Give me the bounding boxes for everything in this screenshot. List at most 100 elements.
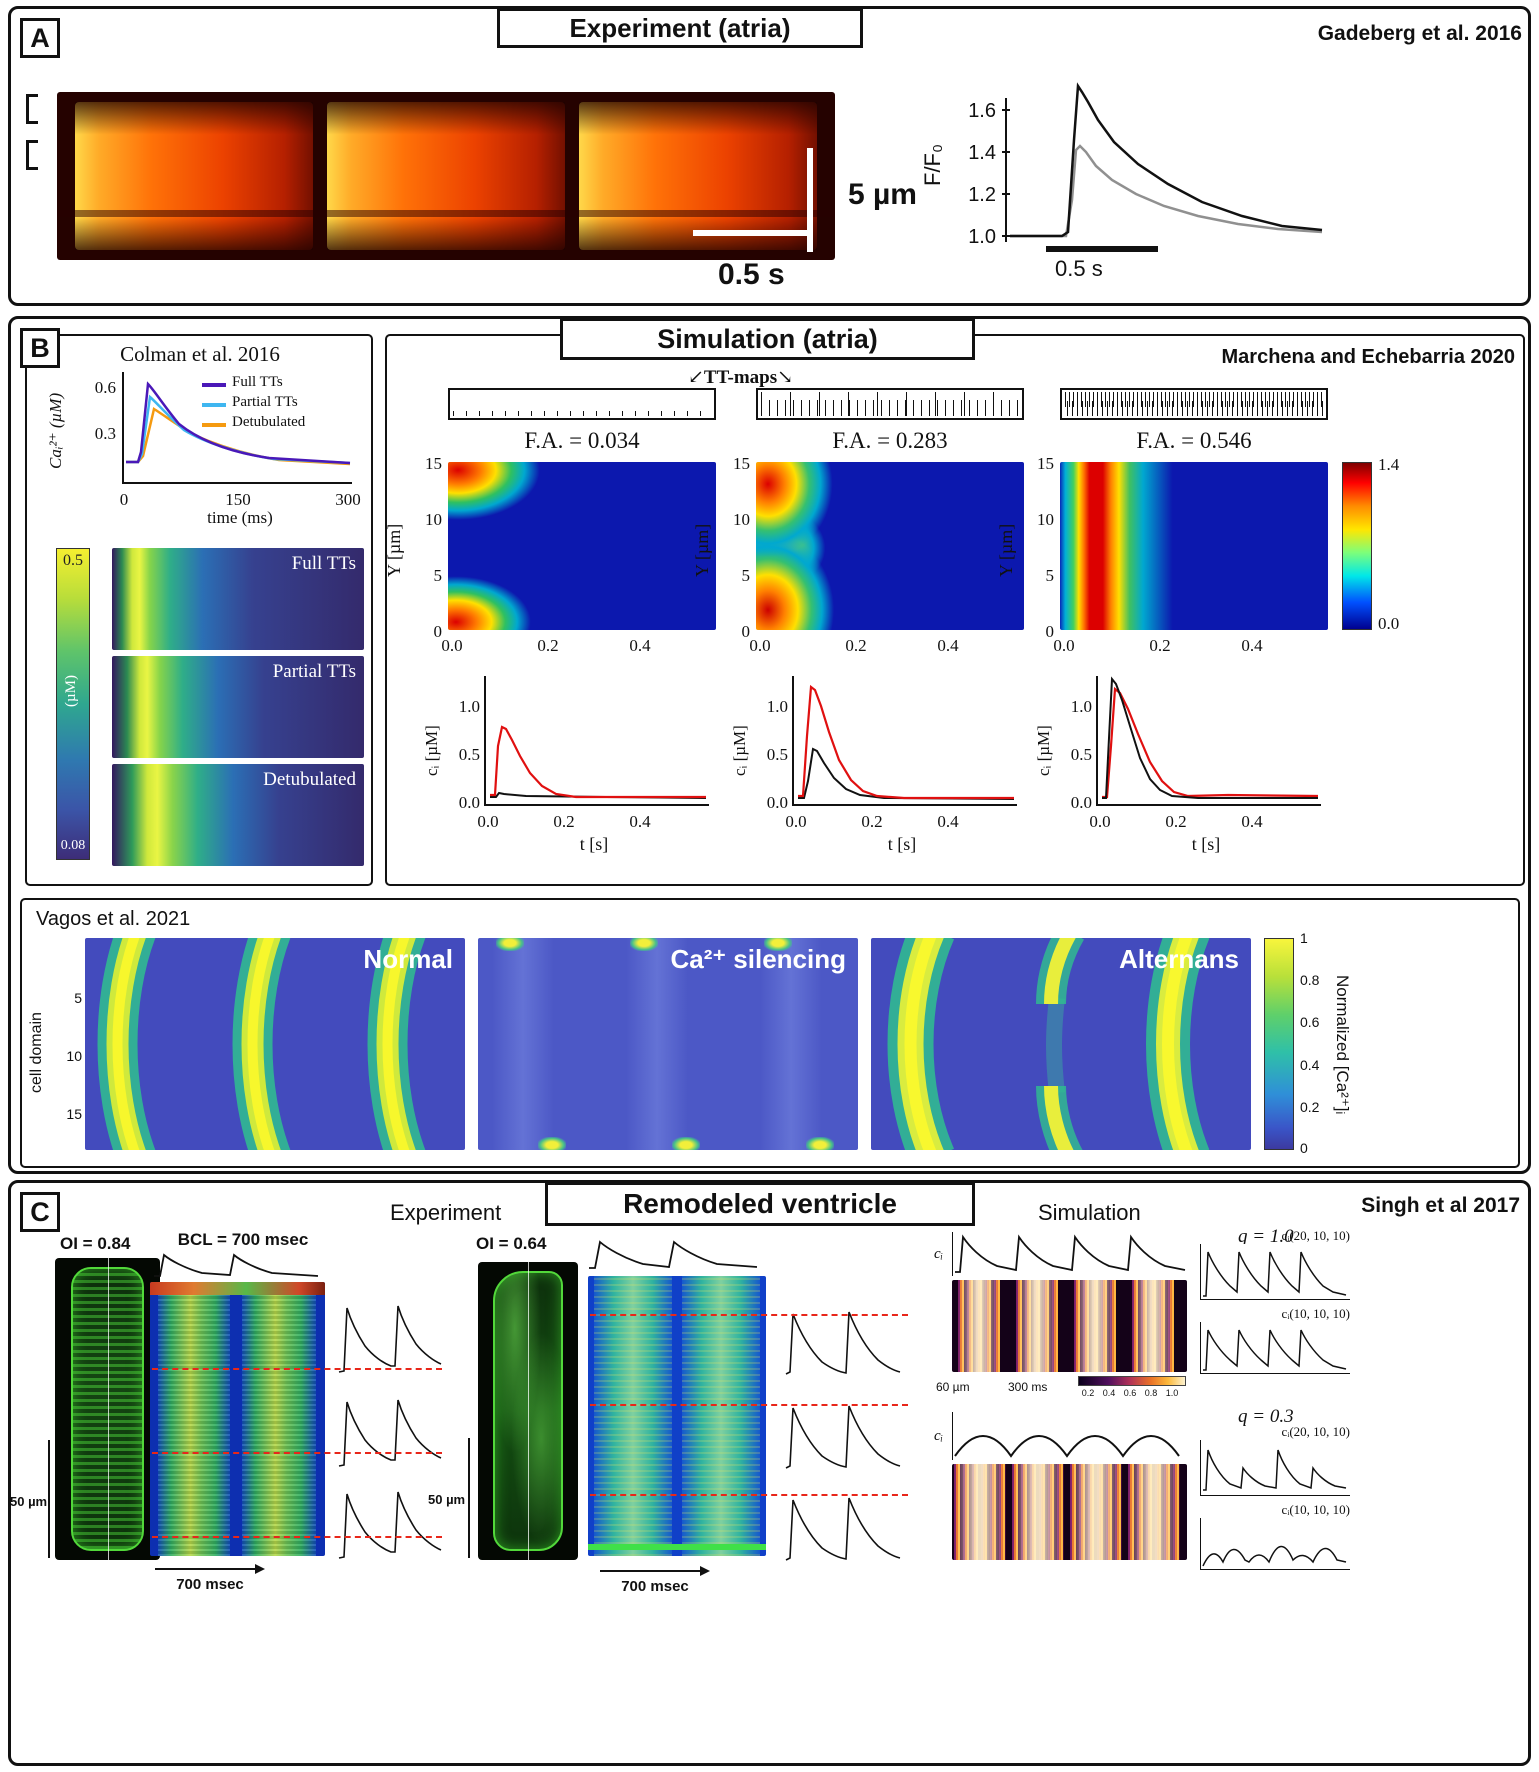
scale-60um: 60 µm bbox=[936, 1380, 970, 1394]
trace-ytick: 0.0 bbox=[1070, 793, 1092, 812]
scan-line bbox=[107, 1258, 109, 1560]
ci-label-2: cᵢ bbox=[934, 1428, 944, 1444]
fa-label-2: F.A. = 0.283 bbox=[832, 428, 948, 453]
streak-cluster bbox=[1128, 1464, 1180, 1560]
black-trace bbox=[1010, 82, 1323, 238]
sim-cbar-tick: 0.8 bbox=[1144, 1388, 1158, 1398]
mini-plot-q1-10 bbox=[1200, 1322, 1350, 1374]
ci-label-1: cᵢ bbox=[934, 1246, 944, 1262]
scalebar-horizontal bbox=[693, 230, 813, 236]
ffo-ytick: 1.4 bbox=[968, 142, 996, 164]
heatmap-xtick: 0.0 bbox=[1053, 636, 1075, 655]
ttmap-strip-3 bbox=[1060, 388, 1328, 420]
trace-plot-3 bbox=[1096, 676, 1321, 806]
legend-label-partial-tts: Partial TTs bbox=[232, 394, 298, 410]
simulation-title: Simulation (atria) bbox=[560, 318, 975, 360]
streak-cluster bbox=[958, 1280, 1000, 1372]
trace-xtick: 0.0 bbox=[785, 812, 807, 831]
sim-cbar-tick: 0.6 bbox=[1123, 1388, 1137, 1398]
ffo-ytick: 1.6 bbox=[968, 100, 996, 122]
colman-colorbar-bottom: 0.08 bbox=[60, 838, 86, 853]
scale-label-05s: 0.5 s bbox=[718, 258, 785, 291]
vagos-cbar-tick: 0.6 bbox=[1300, 1014, 1320, 1030]
heatmap-xtick: 0.2 bbox=[845, 636, 867, 655]
heatmap-ytick: 0 bbox=[1045, 622, 1055, 641]
trace-xtick: 0.4 bbox=[1241, 812, 1263, 831]
vagos-cbar-tick: 0.8 bbox=[1300, 972, 1320, 988]
heatmap-ytick: 5 bbox=[741, 566, 751, 585]
trace-ytick: 1.0 bbox=[766, 697, 788, 716]
trace-xtick: 0.2 bbox=[553, 812, 575, 831]
streak-cluster bbox=[1012, 1464, 1064, 1560]
trace-curve bbox=[1203, 1329, 1347, 1371]
exp-trace-1c bbox=[338, 1491, 442, 1559]
sim-colorbar bbox=[1078, 1376, 1186, 1386]
ci-trace-q1 bbox=[952, 1232, 1187, 1276]
jet-colorbar-top: 1.4 bbox=[1378, 455, 1400, 474]
q1-label: q = 1.0 bbox=[1238, 1226, 1294, 1247]
colman-xtick: 0 bbox=[119, 490, 129, 509]
trace-ylabel: cᵢ [µM] bbox=[1034, 725, 1053, 777]
scalebar-vertical bbox=[807, 148, 813, 252]
linescan-image bbox=[57, 92, 835, 260]
vagos-ylabel: cell domain bbox=[28, 1012, 45, 1094]
ttmap-strip-2 bbox=[756, 388, 1024, 420]
vagos-ytick: 10 bbox=[66, 1048, 82, 1064]
heatmap-ytick: 10 bbox=[425, 510, 442, 529]
ttmap-ticks bbox=[761, 392, 1019, 416]
edge-spark bbox=[630, 938, 658, 951]
arrow-down-left-icon: ↙ bbox=[688, 367, 704, 388]
mini-label-q1-20: cᵢ(20, 10, 10) bbox=[1281, 1228, 1350, 1243]
colman-strip-partial-tts: Partial TTs bbox=[112, 656, 364, 758]
colman-colorbar bbox=[56, 548, 90, 860]
streak-cluster bbox=[954, 1464, 1006, 1560]
dashed-line bbox=[152, 1368, 442, 1370]
arrow-head-icon bbox=[700, 1566, 710, 1576]
edge-spark bbox=[496, 938, 524, 951]
vagos-cbar-label: Normalized [Ca²⁺]ᵢ bbox=[1333, 975, 1352, 1115]
trace-curves bbox=[1102, 676, 1319, 799]
exp-trace-2a bbox=[785, 1311, 901, 1375]
trace-xtick: 0.0 bbox=[1089, 812, 1111, 831]
trace-xtick: 0.2 bbox=[861, 812, 883, 831]
sim-heatmap-q2 bbox=[952, 1464, 1187, 1560]
colman-ylabel: Caᵢ²⁺ (µM) bbox=[46, 392, 65, 470]
edge-spark bbox=[538, 1137, 566, 1150]
heatmap-xtick: 0.0 bbox=[441, 636, 463, 655]
time-label-1: 700 msec bbox=[176, 1576, 244, 1593]
trace-curve bbox=[1202, 1545, 1347, 1567]
heatmap-xtick: 0.4 bbox=[629, 636, 651, 655]
trace-ytick: 0.5 bbox=[1070, 745, 1092, 764]
dashed-line bbox=[590, 1404, 908, 1406]
heatmap-ytick: 10 bbox=[1037, 510, 1054, 529]
trace-xtick: 0.4 bbox=[937, 812, 959, 831]
faint-band bbox=[492, 938, 554, 1150]
fa-label-1: F.A. = 0.034 bbox=[524, 428, 640, 453]
dashed-line bbox=[590, 1494, 908, 1496]
vagos-bands bbox=[97, 938, 426, 1150]
bottom-spark-line bbox=[588, 1544, 766, 1550]
oi-label-1: OI = 0.84 bbox=[60, 1234, 131, 1253]
colman-citation: Colman et al. 2016 bbox=[120, 342, 280, 366]
strip-label: Detubulated bbox=[263, 769, 356, 790]
vagos-map-silencing: Ca²⁺ silencing bbox=[478, 938, 858, 1150]
arrow-line bbox=[155, 1568, 256, 1570]
q2-label: q = 0.3 bbox=[1238, 1406, 1294, 1427]
colman-xtick: 150 bbox=[225, 490, 251, 509]
colman-colorbar-unit: (µM) bbox=[63, 675, 79, 707]
mid-top-trace bbox=[589, 1240, 758, 1269]
trace-ytick: 1.0 bbox=[458, 697, 480, 716]
legend-label-detubulated: Detubulated bbox=[232, 414, 306, 430]
fa-label-3: F.A. = 0.546 bbox=[1136, 428, 1252, 453]
sim-heatmap-q1 bbox=[952, 1280, 1187, 1372]
vagos-cbar-tick: 0.2 bbox=[1300, 1099, 1320, 1115]
vagos-ytick: 15 bbox=[66, 1106, 82, 1122]
legend-label-full-tts: Full TTs bbox=[232, 374, 283, 390]
trace-xtick: 0.0 bbox=[477, 812, 499, 831]
time-arrow-2 bbox=[600, 1566, 710, 1576]
vagos-map-label: Alternans bbox=[1119, 944, 1239, 974]
streak-cluster bbox=[1070, 1464, 1122, 1560]
ffo-scalebar-label: 0.5 s bbox=[1055, 256, 1103, 281]
trace-ytick: 0.5 bbox=[766, 745, 788, 764]
